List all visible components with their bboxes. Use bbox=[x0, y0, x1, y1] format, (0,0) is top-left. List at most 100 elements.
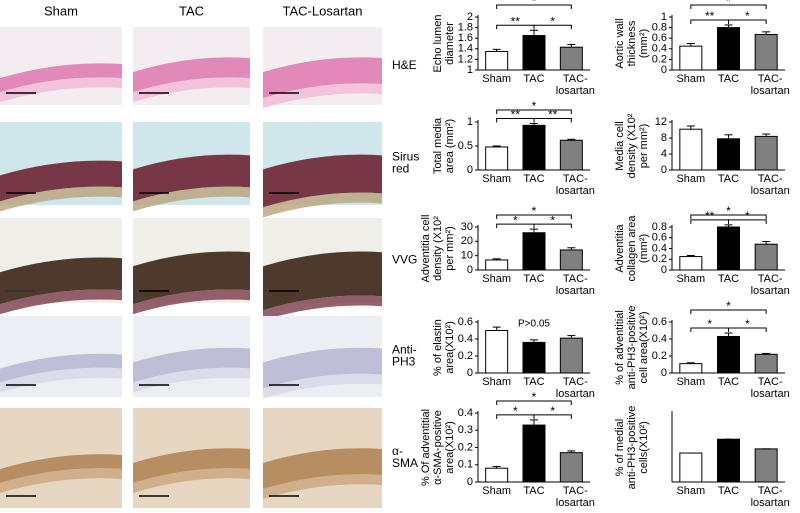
y-tick-label: 0.8 bbox=[652, 22, 667, 34]
significance-label: ** bbox=[548, 108, 558, 122]
tissue-band bbox=[133, 468, 250, 493]
x-tick-label: TAC-losartan bbox=[556, 73, 595, 97]
x-tick-label: TAC-losartan bbox=[751, 485, 790, 509]
significance-label: ** bbox=[511, 108, 521, 122]
significance-bracket bbox=[533, 223, 572, 229]
y-tick-label: 0.8 bbox=[652, 221, 667, 233]
y-tick-label: 4 bbox=[661, 148, 667, 160]
significance-label: * bbox=[532, 0, 537, 8]
tissue-band bbox=[133, 289, 250, 315]
y-tick-label: 0.6 bbox=[652, 232, 667, 244]
y-tick-label: 0 bbox=[467, 367, 473, 379]
tissue-band bbox=[0, 186, 122, 212]
significance-label: * bbox=[726, 0, 731, 8]
y-tick-label: 1.2 bbox=[458, 53, 473, 65]
y-tick-label: 12 bbox=[655, 116, 667, 128]
y-tick-label: 0.2 bbox=[652, 53, 667, 65]
x-tick-label: TAC-losartan bbox=[556, 173, 595, 197]
y-axis-label: % of adventitialanti-PH3-positivecell ar… bbox=[614, 306, 650, 390]
y-tick-label: 20 bbox=[461, 235, 473, 247]
row-label: Anti-PH3 bbox=[392, 343, 417, 369]
x-tick-label: TAC bbox=[523, 273, 544, 285]
y-axis-label: Total mediaarea (mm²) bbox=[432, 117, 456, 174]
significance-bracket bbox=[496, 109, 572, 114]
y-axis-label: Echo lumendiameter bbox=[432, 14, 456, 72]
significance-label: ** bbox=[705, 9, 715, 23]
tissue-band bbox=[0, 353, 122, 383]
y-tick-label: 1 bbox=[661, 11, 667, 23]
significance-label: * bbox=[532, 390, 537, 404]
x-tick-label: Sham bbox=[676, 273, 705, 285]
x-tick-label: Sham bbox=[676, 376, 705, 388]
bar bbox=[522, 424, 546, 483]
significance-label: * bbox=[513, 404, 518, 418]
x-tick-label: Sham bbox=[482, 273, 511, 285]
y-tick-label: 0 bbox=[467, 264, 473, 276]
y-axis-label: % Of adventitialα-SMA-positivearea(X10²) bbox=[420, 409, 456, 486]
tissue-band bbox=[263, 295, 382, 321]
tissue-band bbox=[0, 77, 122, 103]
row-label: VVG bbox=[392, 253, 417, 267]
bar bbox=[754, 243, 778, 271]
x-tick-label: TAC bbox=[718, 485, 739, 497]
row-label: Sirus red bbox=[392, 150, 419, 176]
significance-bracket bbox=[690, 214, 767, 219]
significance-label: * bbox=[726, 299, 731, 313]
column-header: TAC bbox=[179, 3, 204, 18]
significance-label: * bbox=[745, 317, 750, 331]
y-tick-label: 0.6 bbox=[652, 32, 667, 44]
significance-label: ** bbox=[705, 209, 715, 223]
significance-bracket bbox=[496, 214, 572, 219]
bar bbox=[717, 226, 740, 271]
y-axis-label: Media celldensity (X10²per mm²) bbox=[614, 113, 650, 178]
row-label: α-SMA bbox=[392, 444, 418, 470]
x-tick-label: Sham bbox=[482, 73, 511, 85]
tissue-band bbox=[133, 347, 250, 383]
significance-bracket bbox=[533, 24, 572, 30]
tissue-band bbox=[133, 448, 250, 483]
y-tick-label: 2 bbox=[467, 11, 473, 23]
bar bbox=[754, 33, 778, 71]
tissue-band bbox=[0, 454, 122, 483]
y-tick-label: 0.3 bbox=[458, 424, 473, 436]
x-tick-label: TAC-losartan bbox=[751, 376, 790, 400]
significance-bracket bbox=[728, 219, 767, 224]
row-label: H&E bbox=[392, 58, 417, 72]
y-tick-label: 0.6 bbox=[458, 316, 473, 328]
y-tick-label: 0 bbox=[661, 164, 667, 176]
significance-label: * bbox=[745, 209, 750, 223]
bar bbox=[559, 139, 583, 171]
bar bbox=[522, 124, 546, 171]
y-tick-label: 1 bbox=[467, 64, 473, 76]
x-tick-label: Sham bbox=[482, 376, 511, 388]
bar bbox=[754, 135, 778, 171]
y-tick-label: 8 bbox=[661, 132, 667, 144]
tissue-band bbox=[0, 367, 122, 393]
y-tick-label: 0.4 bbox=[652, 43, 667, 55]
tissue-band bbox=[263, 192, 382, 218]
y-tick-label: 10 bbox=[461, 250, 473, 262]
bar bbox=[754, 448, 778, 483]
y-tick-label: 0 bbox=[661, 264, 667, 276]
significance-label: * bbox=[550, 14, 555, 28]
significance-bracket bbox=[690, 4, 767, 9]
significance-label: * bbox=[532, 204, 537, 218]
tissue-band bbox=[133, 367, 250, 393]
bar bbox=[485, 259, 509, 271]
bar bbox=[559, 337, 583, 374]
y-axis-label: Aortic wallthickness(mm²) bbox=[614, 18, 650, 68]
y-tick-label: 1.8 bbox=[458, 22, 473, 34]
significance-label: * bbox=[550, 213, 555, 227]
y-tick-label: 0 bbox=[661, 367, 667, 379]
significance-bracket bbox=[690, 309, 767, 314]
y-tick-label: 1.6 bbox=[458, 32, 473, 44]
x-tick-label: TAC bbox=[718, 73, 739, 85]
y-tick-label: 0.5 bbox=[458, 140, 473, 152]
x-tick-label: TAC bbox=[523, 173, 544, 185]
significance-label: * bbox=[532, 99, 537, 113]
bar bbox=[485, 146, 509, 171]
tissue-band bbox=[0, 468, 122, 493]
tissue-band bbox=[133, 154, 250, 202]
x-tick-label: TAC-losartan bbox=[556, 485, 595, 509]
